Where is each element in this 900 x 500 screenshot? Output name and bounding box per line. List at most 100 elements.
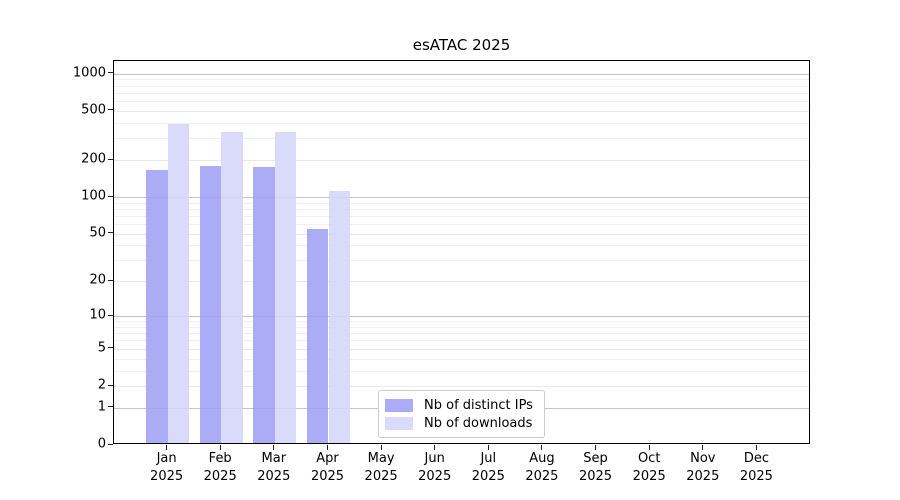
y-tick-mark [108,232,113,234]
grid-line-minor [114,202,809,204]
month-label: Mar [261,451,287,466]
month-label: Jul [480,451,497,466]
year-label: 2025 [632,468,666,484]
x-tick-mark [166,445,168,450]
grid-line-minor [114,326,809,328]
grid-line-minor [114,340,809,342]
grid-line-minor [114,101,809,103]
y-axis-tick-label: 5 [97,340,106,356]
x-axis-tick-label: Jan 2025 [135,450,199,485]
x-axis-tick-label: Sep 2025 [564,450,628,485]
month-label: Apr [316,451,339,466]
bar-downloads [328,190,351,443]
grid-line-minor [114,122,809,124]
grid-line-mid [114,386,809,387]
grid-line-minor [114,92,809,94]
x-axis-tick-label: Aug 2025 [510,450,574,485]
year-label: 2025 [525,468,559,484]
x-axis-tick-label: Oct 2025 [617,450,681,485]
y-tick-mark [108,384,113,386]
x-tick-mark [541,445,543,450]
month-label: Oct [637,451,661,466]
x-axis-tick-label: May 2025 [349,450,413,485]
y-axis-tick-label: 500 [81,102,106,118]
grid-line-minor [114,138,809,140]
x-axis-tick-label: Jul 2025 [456,450,520,485]
grid-line-mid [114,160,809,161]
year-label: 2025 [418,468,452,484]
year-label: 2025 [150,468,184,484]
chart-title: esATAC 2025 [412,36,511,54]
legend-label: Nb of downloads [424,415,533,431]
grid-line-minor [114,245,809,247]
grid-line-mid [114,233,809,235]
legend-swatch-distinct-ips [385,398,413,412]
y-tick-mark [108,279,113,281]
y-axis-tick-label: 1000 [72,65,106,81]
y-tick-mark [108,195,113,197]
y-tick-mark [108,314,113,316]
y-axis-tick-label: 200 [81,151,106,167]
y-tick-mark [108,72,113,74]
x-tick-mark [273,445,275,450]
y-axis-tick-label: 0 [97,436,106,452]
year-label: 2025 [310,468,345,484]
bar-distinct-ips [306,228,329,443]
bar-distinct-ips [199,166,222,443]
legend-item: Nb of distinct IPs [385,396,538,414]
year-label: 2025 [364,468,398,484]
x-tick-mark [380,445,382,450]
grid-line-minor [114,260,809,262]
x-axis-tick-label: Apr 2025 [296,450,360,485]
year-label: 2025 [257,468,291,484]
x-axis-tick-label: Mar 2025 [242,450,306,485]
month-label: May [367,451,395,466]
x-tick-mark [648,445,650,450]
x-axis-tick-label: Feb 2025 [188,450,252,485]
grid-line-mid [114,348,809,350]
bar-distinct-ips [145,170,168,443]
bar-downloads [274,131,297,443]
grid-line-mid [114,110,809,112]
y-axis-tick-label: 50 [89,225,106,241]
year-label: 2025 [739,468,773,484]
y-tick-mark [108,406,113,408]
x-axis-tick-label: Dec 2025 [724,450,788,485]
grid-line-minor [114,79,809,81]
plot-area [113,60,810,444]
grid-line-major [114,197,809,198]
legend: Nb of distinct IPs Nb of downloads [378,390,545,438]
year-label: 2025 [578,468,613,484]
grid-line-major [114,73,809,75]
x-tick-mark [595,445,596,450]
year-label: 2025 [471,468,505,484]
y-tick-mark [108,443,113,445]
y-tick-mark [108,109,113,111]
grid-line-mid [114,281,809,283]
bar-distinct-ips [253,167,275,443]
x-tick-mark [755,445,757,450]
grid-line-minor [114,333,809,335]
x-tick-mark [219,445,221,450]
x-tick-mark [702,445,704,450]
bar-downloads [221,132,243,443]
month-label: Jan [156,451,177,466]
year-label: 2025 [686,468,720,484]
x-tick-mark [434,445,436,450]
y-axis-tick-label: 10 [89,307,106,323]
month-label: Jun [424,451,445,466]
month-label: Sep [583,451,608,466]
month-label: Nov [690,451,716,466]
year-label: 2025 [203,468,237,484]
y-axis-tick-label: 20 [89,272,106,288]
x-axis-tick-label: Nov 2025 [671,450,735,485]
grid-line-minor [114,321,809,323]
month-label: Aug [529,451,555,466]
month-label: Feb [208,451,232,466]
grid-line-minor [114,370,809,372]
x-tick-mark [487,445,489,450]
grid-line-minor [114,208,809,210]
grid-line-minor [114,224,809,226]
legend-swatch-downloads [385,416,413,430]
y-tick-mark [108,158,113,160]
